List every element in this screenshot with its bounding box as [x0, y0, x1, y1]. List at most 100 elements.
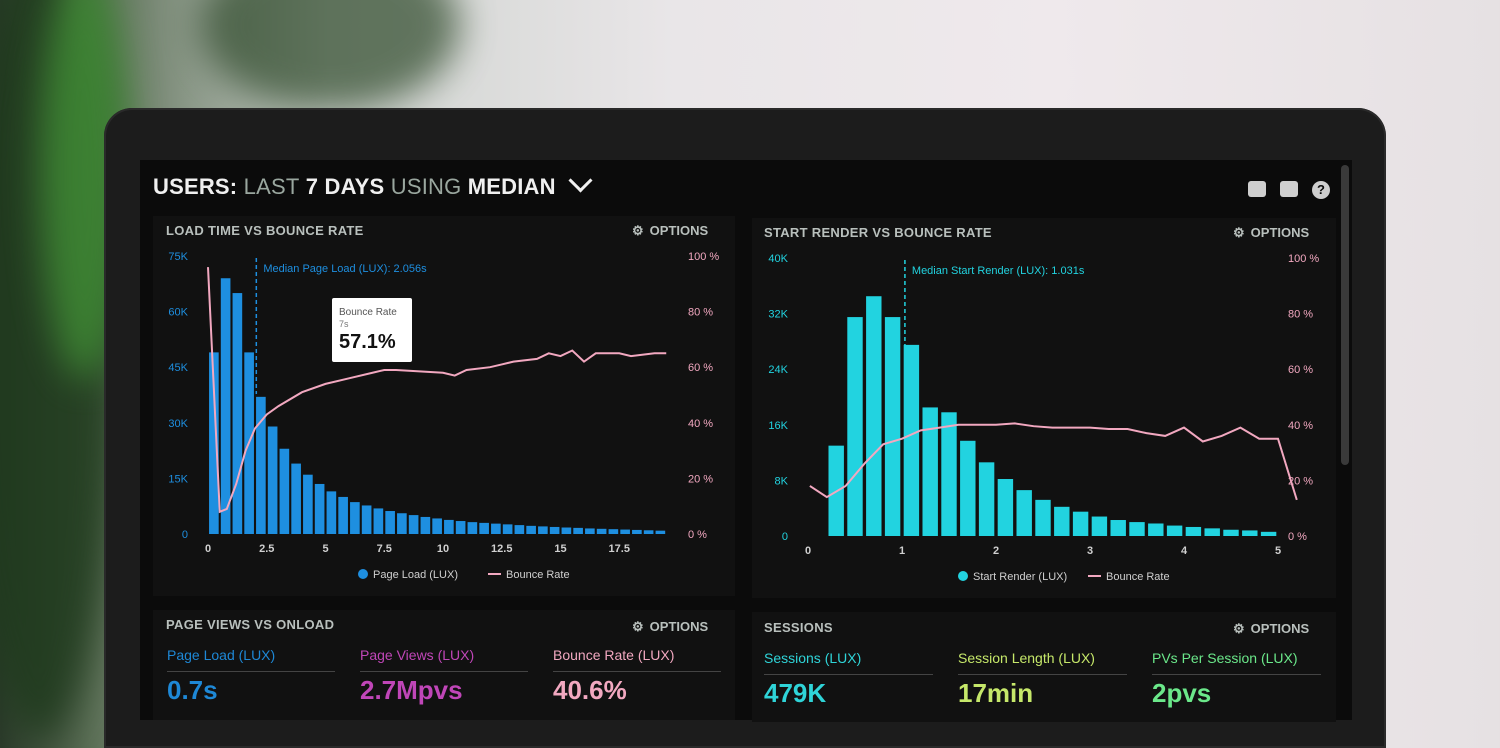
- histogram-bar: [209, 352, 219, 534]
- histogram-bar: [420, 516, 431, 534]
- histogram-bar: [1166, 525, 1183, 536]
- pageviews-kpi-value: 40.6%: [553, 675, 627, 705]
- histogram-bar: [361, 505, 372, 534]
- scrollbar[interactable]: [1341, 165, 1349, 465]
- y2-tick-label: 40 %: [1288, 420, 1313, 432]
- share-icon[interactable]: [1280, 181, 1298, 197]
- kpi-divider: [553, 671, 721, 672]
- pageviews-kpi-value: 2.7Mpvs: [360, 675, 463, 705]
- help-icon[interactable]: ?: [1312, 181, 1330, 199]
- load-time-chart: 75K 60K 45K 30K 15K 0 100 % 80 % 60 % 40 % 20 % 0 %…: [168, 251, 719, 581]
- x-tick-label: 2: [993, 545, 999, 557]
- histogram-bar: [1223, 529, 1239, 536]
- histogram-bar: [267, 426, 278, 534]
- monitor-icon[interactable]: [1248, 181, 1266, 197]
- histogram-bar: [1072, 511, 1089, 536]
- histogram-bar: [220, 278, 231, 534]
- x-tick-label: 5: [1275, 545, 1281, 557]
- x-tick-label: 0: [205, 543, 211, 555]
- x-tick-label: 2.5: [259, 543, 274, 555]
- y2-tick-label: 80 %: [688, 307, 713, 319]
- sessions-panel: [752, 612, 1336, 722]
- background-leaf: [200, 0, 460, 110]
- sessions-options-button[interactable]: ⚙ OPTIONS: [1233, 621, 1309, 637]
- kpi-divider: [764, 674, 933, 675]
- y2-tick-label: 20 %: [688, 473, 713, 485]
- y2-tick-label: 40 %: [688, 418, 713, 430]
- options-label: OPTIONS: [649, 223, 709, 238]
- options-label: OPTIONS: [1250, 621, 1310, 636]
- bounce-rate-tooltip: Bounce Rate 7s 57.1%: [332, 298, 412, 362]
- histogram-bar: [350, 502, 360, 534]
- histogram-bar: [338, 496, 348, 534]
- histogram-bar: [1035, 499, 1051, 536]
- histogram-bar: [303, 474, 313, 534]
- histogram-bar: [884, 317, 901, 536]
- y2-tick-label: 100 %: [1288, 253, 1319, 265]
- title-last: LAST: [243, 174, 300, 199]
- y-tick-label: 0: [182, 529, 188, 541]
- options-label: OPTIONS: [1250, 225, 1310, 240]
- pageviews-kpi-label: Page Views (LUX): [360, 647, 475, 663]
- gear-icon: ⚙: [1233, 225, 1245, 240]
- y-tick-label: 8K: [775, 475, 789, 487]
- x-tick-label: 1: [899, 545, 905, 557]
- render-options-button[interactable]: ⚙ OPTIONS: [1233, 225, 1309, 241]
- histogram-bar: [408, 515, 419, 534]
- histogram-bar: [903, 344, 920, 536]
- kpi-divider: [167, 671, 335, 672]
- histogram-bar: [655, 530, 666, 534]
- x-tick-label: 5: [322, 543, 328, 555]
- histogram-bar: [585, 528, 595, 534]
- histogram-bar: [514, 525, 525, 534]
- histogram-bar: [232, 293, 243, 534]
- start-render-chart: 40K 32K 24K 16K 8K 0 100 % 80 % 60 % 40 % 20 % 0 % 0…: [768, 253, 1319, 583]
- page-title[interactable]: USERS: LAST 7 DAYS USING MEDIAN: [153, 168, 593, 200]
- sessions-kpi-value: 17min: [958, 678, 1034, 708]
- x-tick-label: 12.5: [491, 543, 512, 555]
- pageviews-kpi-value: 0.7s: [167, 675, 218, 705]
- histogram-bar: [432, 518, 442, 534]
- y-tick-label: 75K: [168, 251, 188, 263]
- histogram-bar: [997, 479, 1014, 536]
- gear-icon: ⚙: [632, 223, 644, 238]
- x-tick-label: 17.5: [609, 543, 630, 555]
- kpi-divider: [958, 674, 1127, 675]
- tooltip-sub: 7s: [339, 319, 349, 329]
- kpi-divider: [1152, 674, 1321, 675]
- histogram-bar: [291, 463, 301, 534]
- histogram-bar: [847, 317, 863, 536]
- histogram-bar: [1260, 531, 1277, 536]
- histogram-bar: [549, 526, 560, 534]
- y-tick-label: 60K: [168, 307, 188, 319]
- histogram-bar: [256, 396, 266, 534]
- y-tick-label: 0: [782, 531, 788, 543]
- histogram-bar: [455, 521, 466, 534]
- histogram-bar: [1242, 530, 1258, 536]
- pageviews-kpi-label: Bounce Rate (LUX): [553, 647, 675, 663]
- median-annotation: Median Page Load (LUX): 2.056s: [263, 263, 427, 275]
- y-tick-label: 40K: [768, 253, 788, 265]
- bounce-rate-line: [809, 422, 1298, 501]
- y2-tick-label: 60 %: [1288, 364, 1313, 376]
- legend-label: Bounce Rate: [506, 569, 570, 581]
- gear-icon: ⚙: [1233, 621, 1245, 636]
- load-options-button[interactable]: ⚙ OPTIONS: [632, 223, 708, 239]
- x-tick-label: 7.5: [377, 543, 392, 555]
- y2-tick-label: 80 %: [1288, 309, 1313, 321]
- title-users: USERS:: [153, 174, 238, 199]
- y-tick-label: 24K: [768, 364, 788, 376]
- legend-label: Page Load (LUX): [373, 569, 458, 581]
- sessions-panel-title: SESSIONS: [764, 620, 833, 635]
- sessions-kpi-label: PVs Per Session (LUX): [1152, 650, 1298, 666]
- legend-label: Bounce Rate: [1106, 571, 1170, 583]
- histogram-bar: [385, 511, 395, 534]
- histogram-bar: [373, 508, 384, 534]
- title-days: 7 DAYS: [305, 174, 385, 199]
- x-tick-label: 10: [437, 543, 449, 555]
- y-tick-label: 45K: [168, 362, 188, 374]
- median-annotation: Median Start Render (LUX): 1.031s: [912, 265, 1085, 277]
- histogram-bar: [491, 523, 501, 534]
- histogram-bar: [502, 524, 513, 534]
- pageviews-options-button[interactable]: ⚙ OPTIONS: [632, 619, 708, 635]
